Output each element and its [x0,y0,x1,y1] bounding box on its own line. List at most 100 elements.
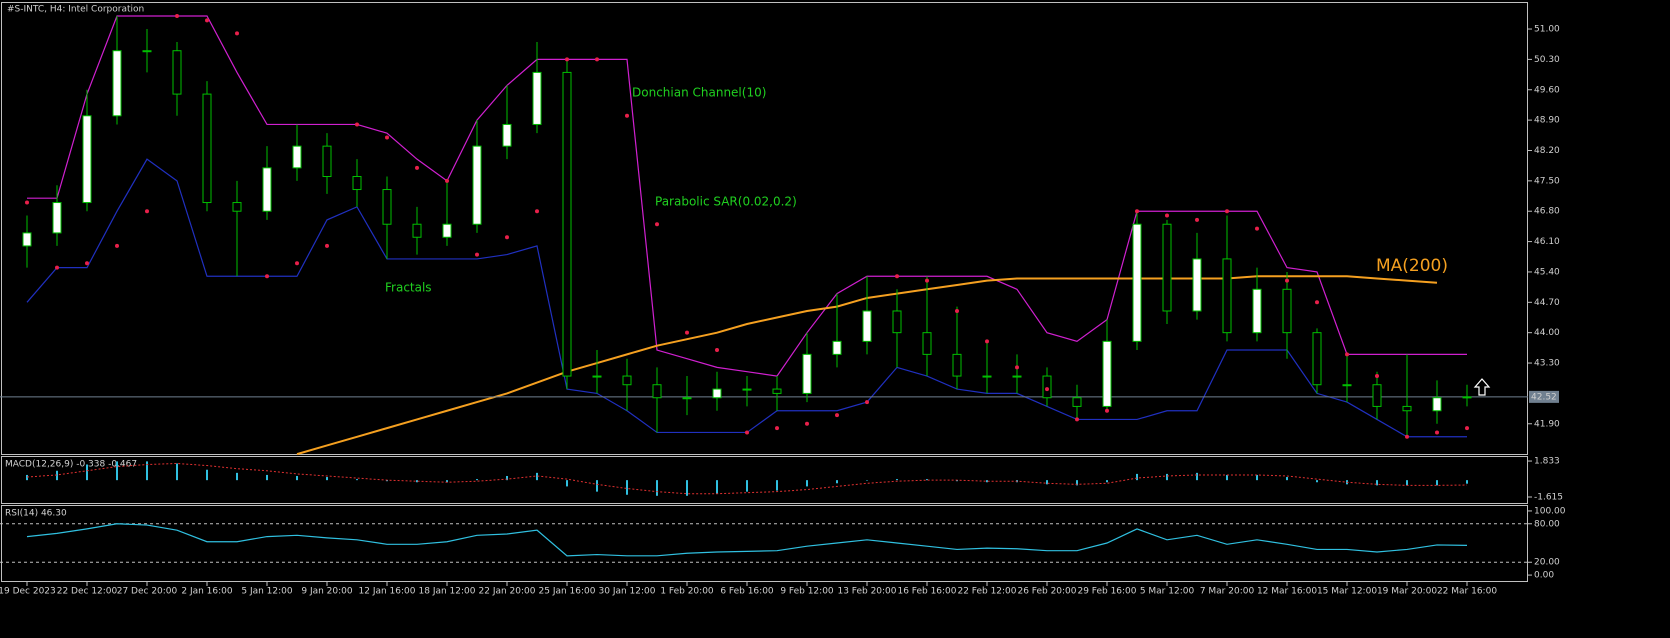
x-tick-label: 30 Jan 12:00 [599,587,656,597]
candle-body [592,375,602,378]
sar-dot [1375,374,1379,379]
macd-bar [1136,473,1138,481]
sar-dot [115,243,119,248]
y-tick-label: 48.20 [1534,146,1560,156]
sar-dot [475,252,479,257]
x-tick-label: 26 Feb 20:00 [1017,587,1076,597]
sar-dot [835,413,839,418]
y-tick-label: 44.00 [1534,328,1560,338]
y-tick-label: 46.80 [1534,207,1560,217]
sar-dot [25,200,29,205]
candle-body [1342,384,1352,387]
x-tick-label: 9 Feb 12:00 [780,587,834,597]
candle-body [622,375,632,386]
macd-bar [806,480,808,487]
sar-dot [985,339,989,344]
macd-title: MACD(12,26,9) -0.338 -0.467 [5,460,137,470]
macd-bar [776,480,778,491]
macd-bar [1406,480,1408,486]
y-tick-label: 50.30 [1534,55,1560,65]
sar-dot [1165,213,1169,218]
sar-dot [265,274,269,279]
x-tick-label: 15 Mar 12:00 [1317,587,1377,597]
y-tick-label: 41.90 [1534,419,1560,429]
candle-body [1042,375,1052,399]
candle-body [1102,340,1112,407]
macd-bar [716,480,718,494]
macd-panel [1,456,1528,504]
sar-dot [145,209,149,214]
candle-body [352,176,362,191]
candle-body [172,50,182,95]
x-tick-label: 22 Dec 12:00 [57,587,118,597]
sar-dot [1315,300,1319,305]
sar-dot [355,122,359,127]
rsi-line [26,523,1468,557]
y-tick-label: 47.50 [1534,176,1560,186]
candle-body [1192,258,1202,312]
candle-body [1252,288,1262,334]
candle-body [1132,223,1142,342]
x-tick-label: 1 Feb 20:00 [660,587,714,597]
macd-bar [656,480,658,496]
candle-body [532,71,542,125]
candle-body [802,353,812,394]
macd-bar [116,461,118,481]
candle-body [52,202,62,234]
macd-bar [626,480,628,495]
candle-body [382,189,392,225]
sar-dot [535,209,539,214]
macd-bar [566,480,568,487]
y-tick-label: 45.40 [1534,267,1560,277]
sar-dot [205,18,209,23]
sar-dot [415,165,419,170]
macd-bar [326,477,328,481]
macd-bar [1046,480,1048,485]
macd-bar [476,479,478,481]
sar-dot [235,31,239,36]
sar-dot [1435,430,1439,435]
macd-bar [1436,480,1438,486]
sar-label: Parabolic SAR(0.02,0.2) [655,195,797,209]
macd-signal [26,462,1468,495]
sar-dot [1285,278,1289,283]
sar-dot [655,222,659,227]
candle-body [652,384,662,399]
sar-dot [1255,226,1259,231]
macd-bar [536,472,538,481]
candle-body [1402,405,1412,412]
y-tick-label: 1.833 [1534,457,1560,467]
x-tick-label: 2 Jan 16:00 [181,587,233,597]
candle-body [982,375,992,378]
candle-body [1372,384,1382,407]
candle-body [232,202,242,212]
macd-bar [896,479,898,481]
sar-dot [1195,217,1199,222]
macd-bar [1226,474,1228,481]
sar-dot [1075,417,1079,422]
macd-bar [296,475,298,481]
sar-dot [1405,434,1409,439]
macd-bar [1256,474,1258,481]
sar-dot [445,178,449,183]
macd-bar [266,474,268,481]
candle-body [322,145,332,178]
fractals-label: Fractals [385,281,432,295]
candle-body [442,223,452,238]
x-tick-label: 29 Feb 16:00 [1077,587,1136,597]
macd-bar [926,479,928,481]
candle-body [682,397,692,400]
current-price-label: 42.52 [1531,392,1557,402]
sar-dot [895,274,899,279]
macd-bar [1466,480,1468,484]
y-tick-label: 0.00 [1534,571,1554,581]
sar-dot [325,243,329,248]
candle-body [472,145,482,225]
macd-bar [836,480,838,484]
x-tick-label: 12 Mar 16:00 [1257,587,1317,597]
candle-body [922,332,932,355]
sar-dot [1465,426,1469,431]
macd-bar [956,480,958,482]
sar-dot [295,261,299,266]
